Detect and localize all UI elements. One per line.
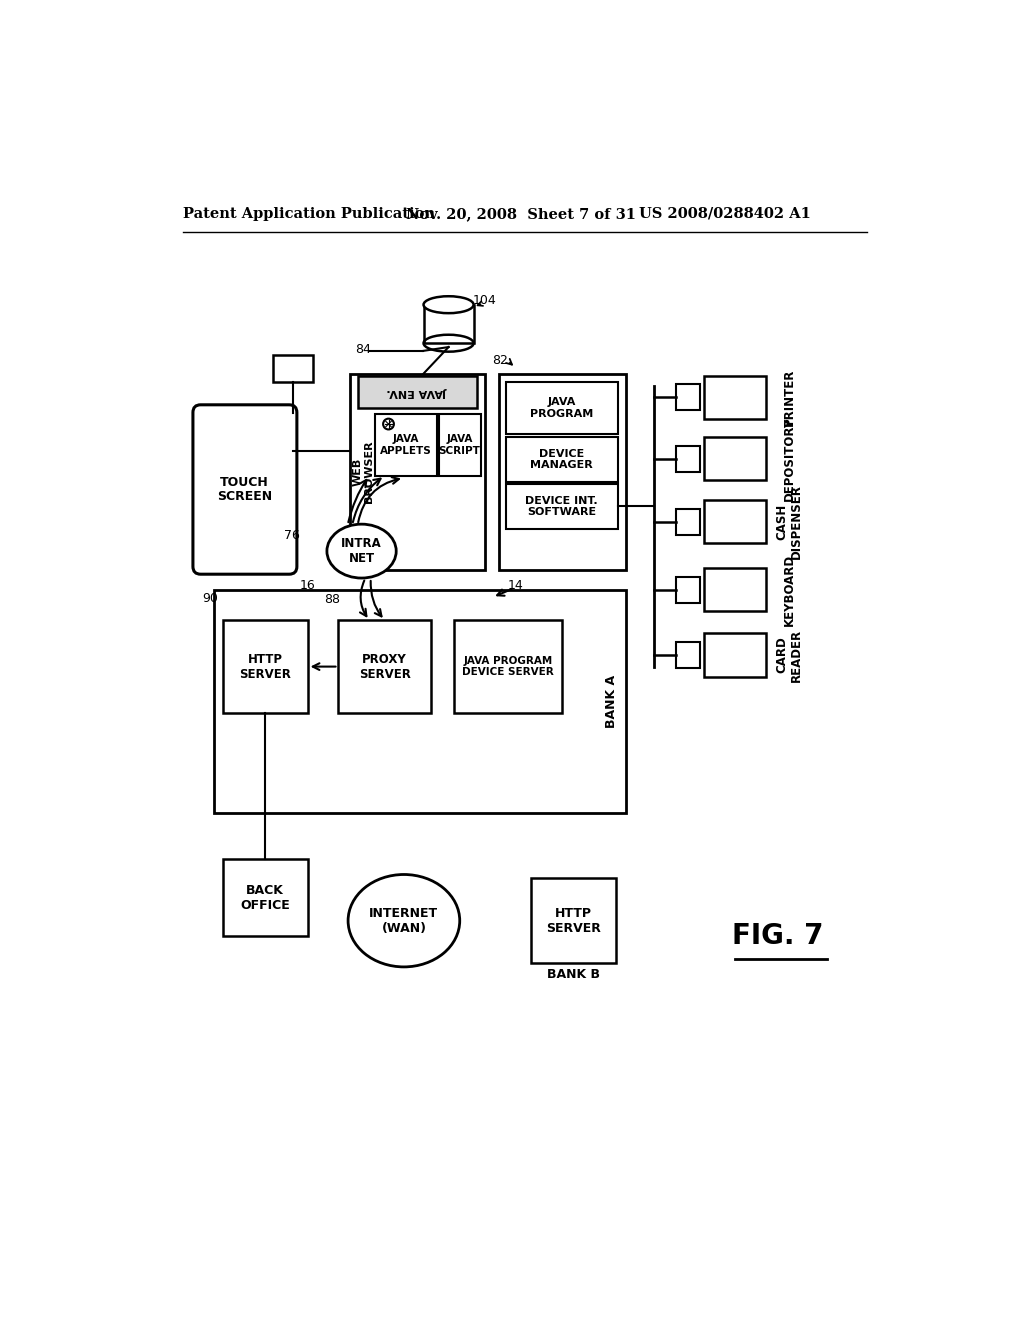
Bar bbox=[438, 414, 481, 475]
Text: 84: 84 bbox=[355, 343, 371, 356]
Ellipse shape bbox=[348, 875, 460, 968]
Bar bbox=[705, 500, 766, 544]
Text: BACK
OFFICE: BACK OFFICE bbox=[241, 883, 290, 912]
Bar bbox=[350, 374, 484, 570]
Text: JAVA
APPLETS: JAVA APPLETS bbox=[380, 434, 432, 455]
Bar bbox=[506, 484, 617, 529]
Bar bbox=[676, 642, 700, 668]
Text: BANK A: BANK A bbox=[605, 675, 618, 727]
Text: PROXY
SERVER: PROXY SERVER bbox=[358, 652, 411, 681]
Bar bbox=[531, 878, 615, 964]
Text: 90: 90 bbox=[203, 593, 218, 606]
Bar bbox=[506, 381, 617, 434]
Bar bbox=[705, 437, 766, 480]
Ellipse shape bbox=[424, 296, 473, 313]
Bar bbox=[506, 437, 617, 482]
Text: WEB
BROWSER: WEB BROWSER bbox=[352, 441, 374, 503]
Bar bbox=[339, 620, 431, 713]
Text: TOUCH
SCREEN: TOUCH SCREEN bbox=[217, 475, 272, 503]
Text: DEVICE INT.
SOFTWARE: DEVICE INT. SOFTWARE bbox=[525, 495, 598, 517]
Text: DEVICE
MANAGER: DEVICE MANAGER bbox=[530, 449, 593, 470]
Bar bbox=[676, 508, 700, 535]
Text: JAVA ENV.: JAVA ENV. bbox=[387, 387, 447, 397]
Text: FIG. 7: FIG. 7 bbox=[731, 923, 823, 950]
Bar bbox=[214, 590, 626, 813]
Text: 104: 104 bbox=[473, 294, 497, 308]
Text: CASH
DISPENSER: CASH DISPENSER bbox=[775, 484, 803, 560]
Text: JAVA
SCRIPT: JAVA SCRIPT bbox=[438, 434, 480, 455]
Bar bbox=[376, 414, 437, 475]
Bar bbox=[499, 374, 626, 570]
Bar bbox=[676, 577, 700, 603]
Bar bbox=[454, 620, 562, 713]
Text: Patent Application Publication: Patent Application Publication bbox=[183, 207, 435, 220]
Ellipse shape bbox=[327, 524, 396, 578]
Text: JAVA PROGRAM
DEVICE SERVER: JAVA PROGRAM DEVICE SERVER bbox=[462, 656, 554, 677]
Text: US 2008/0288402 A1: US 2008/0288402 A1 bbox=[639, 207, 811, 220]
Text: 82: 82 bbox=[493, 354, 508, 367]
Text: 16: 16 bbox=[300, 579, 315, 593]
FancyBboxPatch shape bbox=[193, 405, 297, 574]
Bar bbox=[705, 568, 766, 611]
Text: HTTP
SERVER: HTTP SERVER bbox=[546, 907, 601, 935]
Bar bbox=[676, 446, 700, 471]
Bar bbox=[705, 376, 766, 418]
Text: Nov. 20, 2008  Sheet 7 of 31: Nov. 20, 2008 Sheet 7 of 31 bbox=[407, 207, 636, 220]
Text: PRINTER: PRINTER bbox=[782, 368, 796, 426]
Bar bbox=[223, 859, 307, 936]
Bar bbox=[223, 620, 307, 713]
Text: KEYBOARD: KEYBOARD bbox=[782, 553, 796, 626]
Text: JAVA
PROGRAM: JAVA PROGRAM bbox=[530, 397, 593, 418]
Text: INTERNET
(WAN): INTERNET (WAN) bbox=[370, 907, 438, 935]
Text: HTTP
SERVER: HTTP SERVER bbox=[240, 652, 291, 681]
Bar bbox=[676, 384, 700, 411]
Text: INTRA
NET: INTRA NET bbox=[341, 537, 382, 565]
Text: 14: 14 bbox=[508, 579, 523, 593]
Text: BANK B: BANK B bbox=[547, 968, 600, 981]
Bar bbox=[424, 305, 474, 343]
Text: DEPOSITORY: DEPOSITORY bbox=[782, 417, 796, 500]
Bar bbox=[705, 634, 766, 677]
Text: 88: 88 bbox=[325, 593, 340, 606]
Text: 76: 76 bbox=[285, 529, 300, 543]
Bar bbox=[273, 355, 313, 381]
Bar bbox=[357, 376, 477, 408]
Text: CARD
READER: CARD READER bbox=[775, 628, 803, 681]
